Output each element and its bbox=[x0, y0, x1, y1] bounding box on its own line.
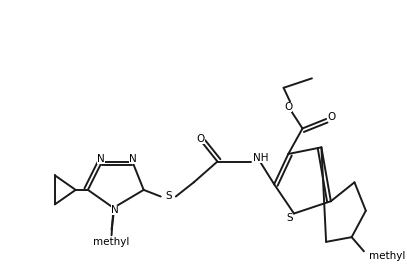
Text: S: S bbox=[165, 191, 172, 202]
Text: O: O bbox=[328, 112, 336, 122]
Text: S: S bbox=[286, 213, 293, 223]
Text: N: N bbox=[97, 154, 105, 164]
Text: O: O bbox=[196, 134, 205, 144]
Text: N: N bbox=[111, 205, 118, 215]
Text: NH: NH bbox=[253, 153, 269, 163]
Text: methyl: methyl bbox=[108, 242, 113, 243]
Text: O: O bbox=[284, 102, 293, 112]
Text: methyl: methyl bbox=[93, 237, 130, 247]
Text: N: N bbox=[129, 154, 137, 164]
Text: methyl: methyl bbox=[369, 251, 405, 261]
